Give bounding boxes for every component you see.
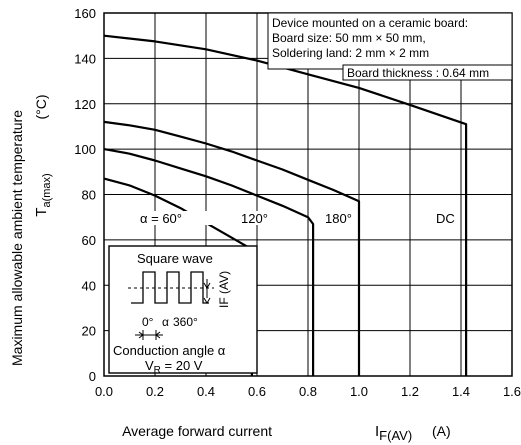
x-axis-symbol-sub: F(AV): [379, 428, 412, 443]
inset-if-label: IF (AV): [217, 271, 231, 308]
label-bg-dc: [433, 211, 459, 225]
series-label-120: 120°: [241, 211, 268, 226]
series-label-180: 180°: [325, 211, 352, 226]
vr-value: = 20 V: [161, 358, 203, 373]
inset-alpha: α: [162, 315, 169, 329]
y-tick-label: 120: [74, 97, 96, 112]
y-axis-unit: (°C): [33, 94, 49, 119]
inset-box: [108, 245, 258, 374]
y-axis-symbol-sub: a(max): [41, 173, 53, 207]
y-tick-label: 20: [82, 324, 96, 339]
x-tick-label: 1.0: [350, 384, 368, 399]
y-tick-label: 40: [82, 278, 96, 293]
inset-360: 360°: [173, 315, 198, 329]
y-tick-label: 0: [89, 369, 96, 384]
x-tick-label: 0.2: [146, 384, 164, 399]
x-axis-title: Average forward current: [122, 423, 272, 439]
label-bg-60: [135, 211, 215, 225]
x-tick-label: 0.0: [95, 384, 113, 399]
y-axis-symbol: Ta(max): [33, 173, 53, 216]
y-axis-title: Maximum allowable ambient temperature: [9, 110, 25, 366]
board-info-line-2: Board size: 50 mm × 50 mm,: [272, 31, 426, 45]
board-info-line-1: Device mounted on a ceramic board:: [272, 16, 468, 30]
svg-text:Ta(max): Ta(max): [33, 173, 53, 216]
inset-title: Square wave: [137, 251, 213, 266]
x-tick-label: 0.4: [197, 384, 215, 399]
series-label-alpha60: α = 60°: [140, 211, 182, 226]
board-thickness-box: [342, 64, 513, 81]
if-arrow-head-up: [203, 297, 211, 304]
series-label-dc: DC: [436, 211, 455, 226]
x-tick-label: 0.6: [248, 384, 266, 399]
inset-angle-0: 0°: [142, 315, 154, 329]
y-tick-label: 140: [74, 51, 96, 66]
label-bg-180: [323, 211, 357, 225]
label-bg-120: [240, 211, 274, 225]
series-line-180: [103, 120, 361, 376]
x-tick-label: 0.8: [299, 384, 317, 399]
x-axis-symbol-main: I: [375, 423, 379, 440]
board-info-line-3: Soldering land: 2 mm × 2 mm: [272, 46, 429, 60]
vr-symbol: V: [145, 358, 154, 373]
if-arrow-head-down: [203, 282, 211, 289]
y-tick-label: 80: [82, 188, 96, 203]
series-line-120: [103, 148, 315, 376]
x-tick-label: 1.6: [503, 384, 521, 399]
x-axis-symbol: IF(AV): [375, 423, 412, 443]
y-tick-label: 100: [74, 142, 96, 157]
board-thickness-label: Board thickness : 0.64 mm: [347, 66, 489, 80]
tick-labels: 0.0 0.2 0.4 0.6 0.8 1.0 1.2 1.4 1.6 0 20 40 60 80 100 1…: [74, 6, 521, 399]
square-wave-icon: [131, 271, 209, 304]
vr-label: VR = 20 V: [145, 358, 203, 376]
board-info-box: [267, 12, 513, 70]
y-tick-label: 60: [82, 233, 96, 248]
x-axis-unit: (A): [432, 423, 451, 439]
y-axis-symbol-main: T: [33, 208, 50, 217]
conduction-angle-label: Conduction angle α: [113, 343, 226, 358]
x-tick-label: 1.2: [401, 384, 419, 399]
series-line-dc: [103, 34, 468, 376]
vr-sub: R: [154, 365, 161, 376]
y-tick-label: 160: [74, 6, 96, 21]
x-tick-label: 1.4: [452, 384, 470, 399]
